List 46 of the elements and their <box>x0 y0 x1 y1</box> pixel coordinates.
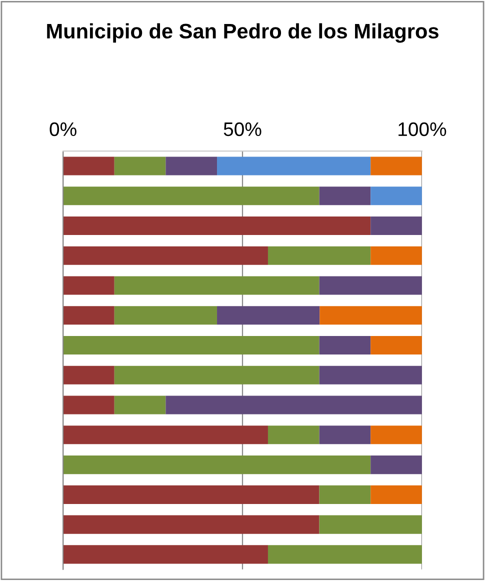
bar <box>63 276 114 295</box>
bar <box>268 246 371 265</box>
bar <box>370 186 422 206</box>
bar <box>217 306 320 325</box>
bar <box>268 426 320 444</box>
bar <box>319 485 371 504</box>
bar <box>114 156 166 176</box>
bar <box>114 306 218 325</box>
bar <box>63 396 114 414</box>
bar <box>166 156 218 176</box>
bar <box>63 485 320 504</box>
bar <box>217 156 371 176</box>
bar <box>63 366 114 384</box>
bar <box>63 336 320 355</box>
bar <box>370 336 422 355</box>
chart-title: Municipio de San Pedro de los Milagros <box>47 23 438 43</box>
bar <box>319 366 422 384</box>
bar <box>63 186 320 206</box>
bar <box>63 156 114 176</box>
bar <box>370 426 422 444</box>
bar <box>268 545 422 564</box>
bar <box>63 306 114 325</box>
bar <box>114 396 166 414</box>
x-tick-label: 50% <box>224 122 262 136</box>
bar <box>370 156 422 176</box>
bar <box>320 306 422 325</box>
bar <box>319 186 371 206</box>
bar <box>319 336 371 355</box>
bar <box>370 246 422 265</box>
bar <box>63 246 268 265</box>
bar <box>370 456 422 474</box>
bar <box>166 396 422 414</box>
bar <box>63 515 320 534</box>
bar <box>319 426 371 444</box>
bar <box>114 276 320 295</box>
bar <box>63 426 268 444</box>
x-tick-label: 0% <box>50 122 76 136</box>
bar <box>63 545 268 564</box>
bar <box>63 456 371 474</box>
bar <box>370 216 422 236</box>
bar <box>63 216 371 236</box>
bar <box>319 515 422 534</box>
bar <box>319 276 422 295</box>
bar <box>370 485 422 504</box>
x-tick-label: 100% <box>398 122 446 136</box>
bar <box>114 366 320 384</box>
